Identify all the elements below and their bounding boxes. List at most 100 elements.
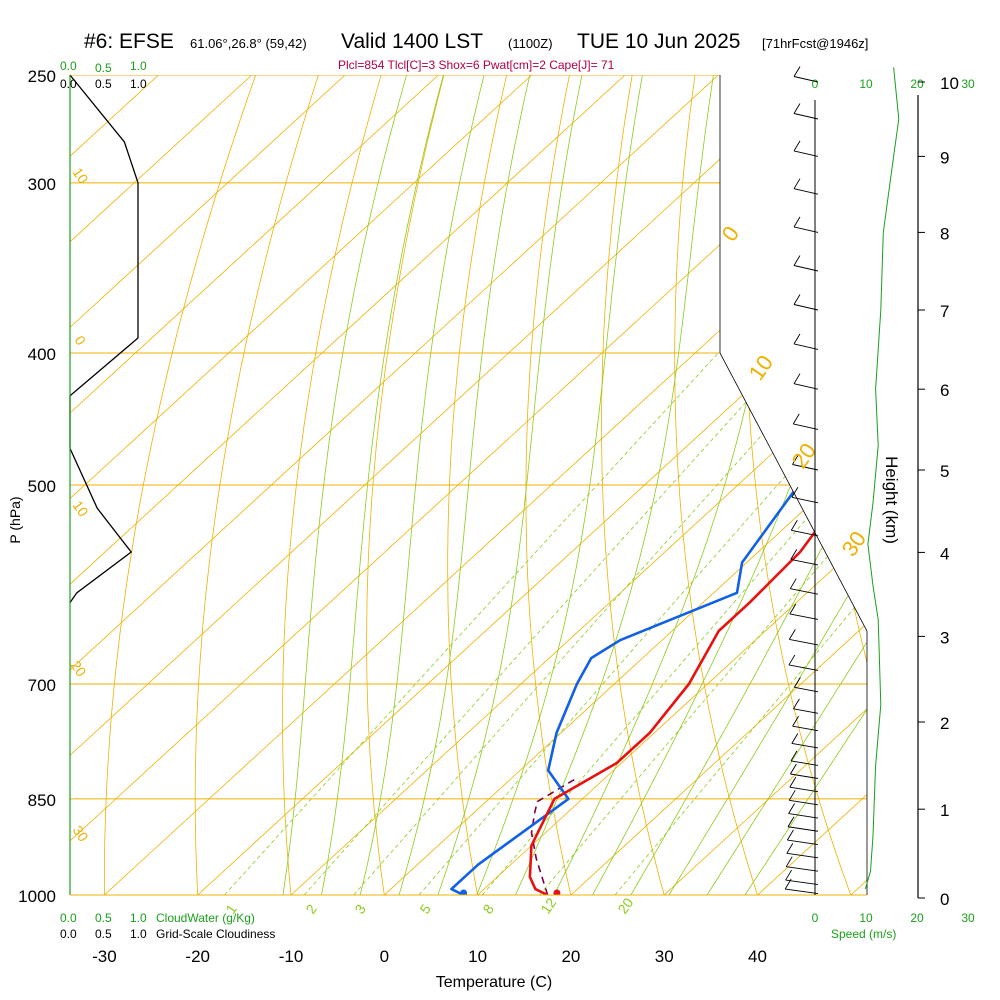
height-axis-title: Height (km) — [882, 456, 901, 544]
mixing-ratio-label: 8 — [479, 901, 497, 917]
dry-adiabat — [366, 75, 451, 895]
height-tick-label: 1 — [940, 801, 949, 820]
cloudwater-scale-bottom: 1.0 — [130, 911, 147, 925]
sounding-series — [450, 97, 867, 895]
wind-barb — [790, 588, 819, 595]
forecast-run: [71hrFcst@1946z] — [762, 36, 869, 51]
wind-barb-feather — [789, 578, 797, 589]
chart-frame — [69, 75, 868, 896]
wind-barb — [793, 383, 819, 390]
wind-barb — [794, 686, 819, 693]
cloudiness-scale-bottom: 1.0 — [130, 927, 147, 941]
station-title: #6: EFSE — [84, 30, 174, 53]
wind-barb — [793, 423, 819, 430]
mixing-ratio-label: 20 — [614, 895, 636, 917]
sounding-stats: Plcl=854 Tlcl[C]=3 Shox=6 Pwat[cm]=2 Cap… — [338, 58, 615, 72]
height-tick-label: 8 — [940, 224, 949, 243]
cloudiness-label: Grid-Scale Cloudiness — [156, 927, 275, 941]
mixing-ratio-label: 5 — [416, 901, 434, 917]
wind-barb — [789, 638, 819, 646]
moist-adiabat — [725, 75, 867, 895]
wind-barb — [789, 613, 819, 620]
isotherm-label: 0 — [717, 221, 745, 245]
wind-barb-feather — [792, 715, 799, 727]
height-tick-label: 9 — [940, 148, 949, 167]
moist-adiabat — [651, 75, 867, 895]
isotherm-line — [70, 75, 253, 895]
height-tick-label: 4 — [940, 544, 949, 563]
wind-barb-feather — [785, 856, 793, 867]
wind-barb — [793, 76, 819, 83]
wind-barb-feather — [793, 216, 801, 228]
wind-barb — [786, 866, 819, 872]
wind-barb — [791, 496, 819, 504]
speed-scale-bottom: 0 — [812, 911, 819, 925]
speed-scale-top: 10 — [859, 77, 873, 91]
wind-barb — [793, 188, 819, 195]
station-coords: 61.06°,26.8° (59,42) — [190, 36, 307, 51]
wind-barb — [786, 852, 819, 859]
wind-barb-feather — [793, 66, 801, 77]
forecast-date: TUE 10 Jun 2025 — [577, 30, 741, 53]
wind-barb — [790, 558, 819, 566]
wind-barb-feather — [793, 140, 801, 152]
parcel-path — [530, 776, 579, 895]
moist-adiabat — [427, 75, 588, 895]
cloudwater-scale-bottom: 0.5 — [95, 911, 112, 925]
isotherm-line — [757, 75, 867, 895]
utc-time: (1100Z) — [508, 36, 553, 51]
wind-barb-feather — [788, 790, 796, 801]
speed-scale-top: 20 — [910, 77, 924, 91]
cloudiness-scale-top: 1.0 — [130, 77, 147, 91]
mixing-ratio-label: 12 — [537, 895, 559, 917]
height-tick-label: 3 — [940, 628, 949, 647]
wind-barb-feather — [786, 843, 794, 854]
wind-barb-feather — [785, 869, 792, 881]
isotherm-label-left: 30 — [70, 823, 92, 845]
moist-adiabat — [464, 75, 648, 895]
wind-barb — [793, 150, 819, 157]
wind-barb — [790, 773, 819, 779]
pressure-tick-label: 850 — [28, 791, 56, 810]
speed-scale-bottom: 10 — [859, 911, 873, 925]
wind-barb-feather — [788, 654, 796, 666]
wind-barb-feather — [790, 750, 798, 762]
height-tick-label: 5 — [940, 462, 949, 481]
dry-adiabat — [601, 75, 673, 895]
temperature-tick-label: 20 — [561, 947, 580, 966]
wind-barb-feather — [792, 413, 800, 425]
moist-adiabat — [576, 75, 867, 895]
cloudwater-scale-top: 1.0 — [130, 59, 147, 73]
isotherm-line — [944, 75, 1000, 895]
isotherm-label-left: 0 — [72, 333, 90, 349]
wind-barb-feather — [791, 733, 799, 744]
dry-adiabat — [525, 75, 579, 895]
speed-scale-bottom: 30 — [961, 911, 975, 925]
speed-scale-top: 0 — [812, 77, 819, 91]
wind-barb — [789, 786, 819, 793]
wind-barb — [788, 813, 819, 819]
wind-barb — [793, 226, 819, 233]
moist-adiabat — [501, 75, 718, 895]
height-tick-label: 2 — [940, 714, 949, 733]
dry-adiabat — [946, 51, 1000, 924]
wind-barb — [793, 343, 819, 350]
temperature-line — [528, 97, 867, 895]
cloudwater-label: CloudWater (g/Kg) — [156, 911, 255, 925]
wind-barb — [787, 839, 819, 845]
pressure-tick-label: 1000 — [18, 887, 56, 906]
wind-barb-feather — [792, 454, 799, 465]
isotherm-label: 20 — [787, 438, 822, 472]
valid-time: Valid 1400 LST — [341, 30, 484, 53]
wind-barb — [789, 799, 819, 806]
moist-adiabat — [352, 75, 491, 895]
temperature-tick-label: 30 — [655, 947, 674, 966]
wind-barb — [793, 265, 819, 272]
mixing-ratio-line — [539, 352, 867, 895]
cloudwater-scale-top: 0.0 — [60, 59, 77, 73]
temperature-tick-label: -30 — [92, 947, 117, 966]
wind-barb-feather — [790, 763, 797, 775]
temperature-tick-label: 0 — [380, 947, 389, 966]
